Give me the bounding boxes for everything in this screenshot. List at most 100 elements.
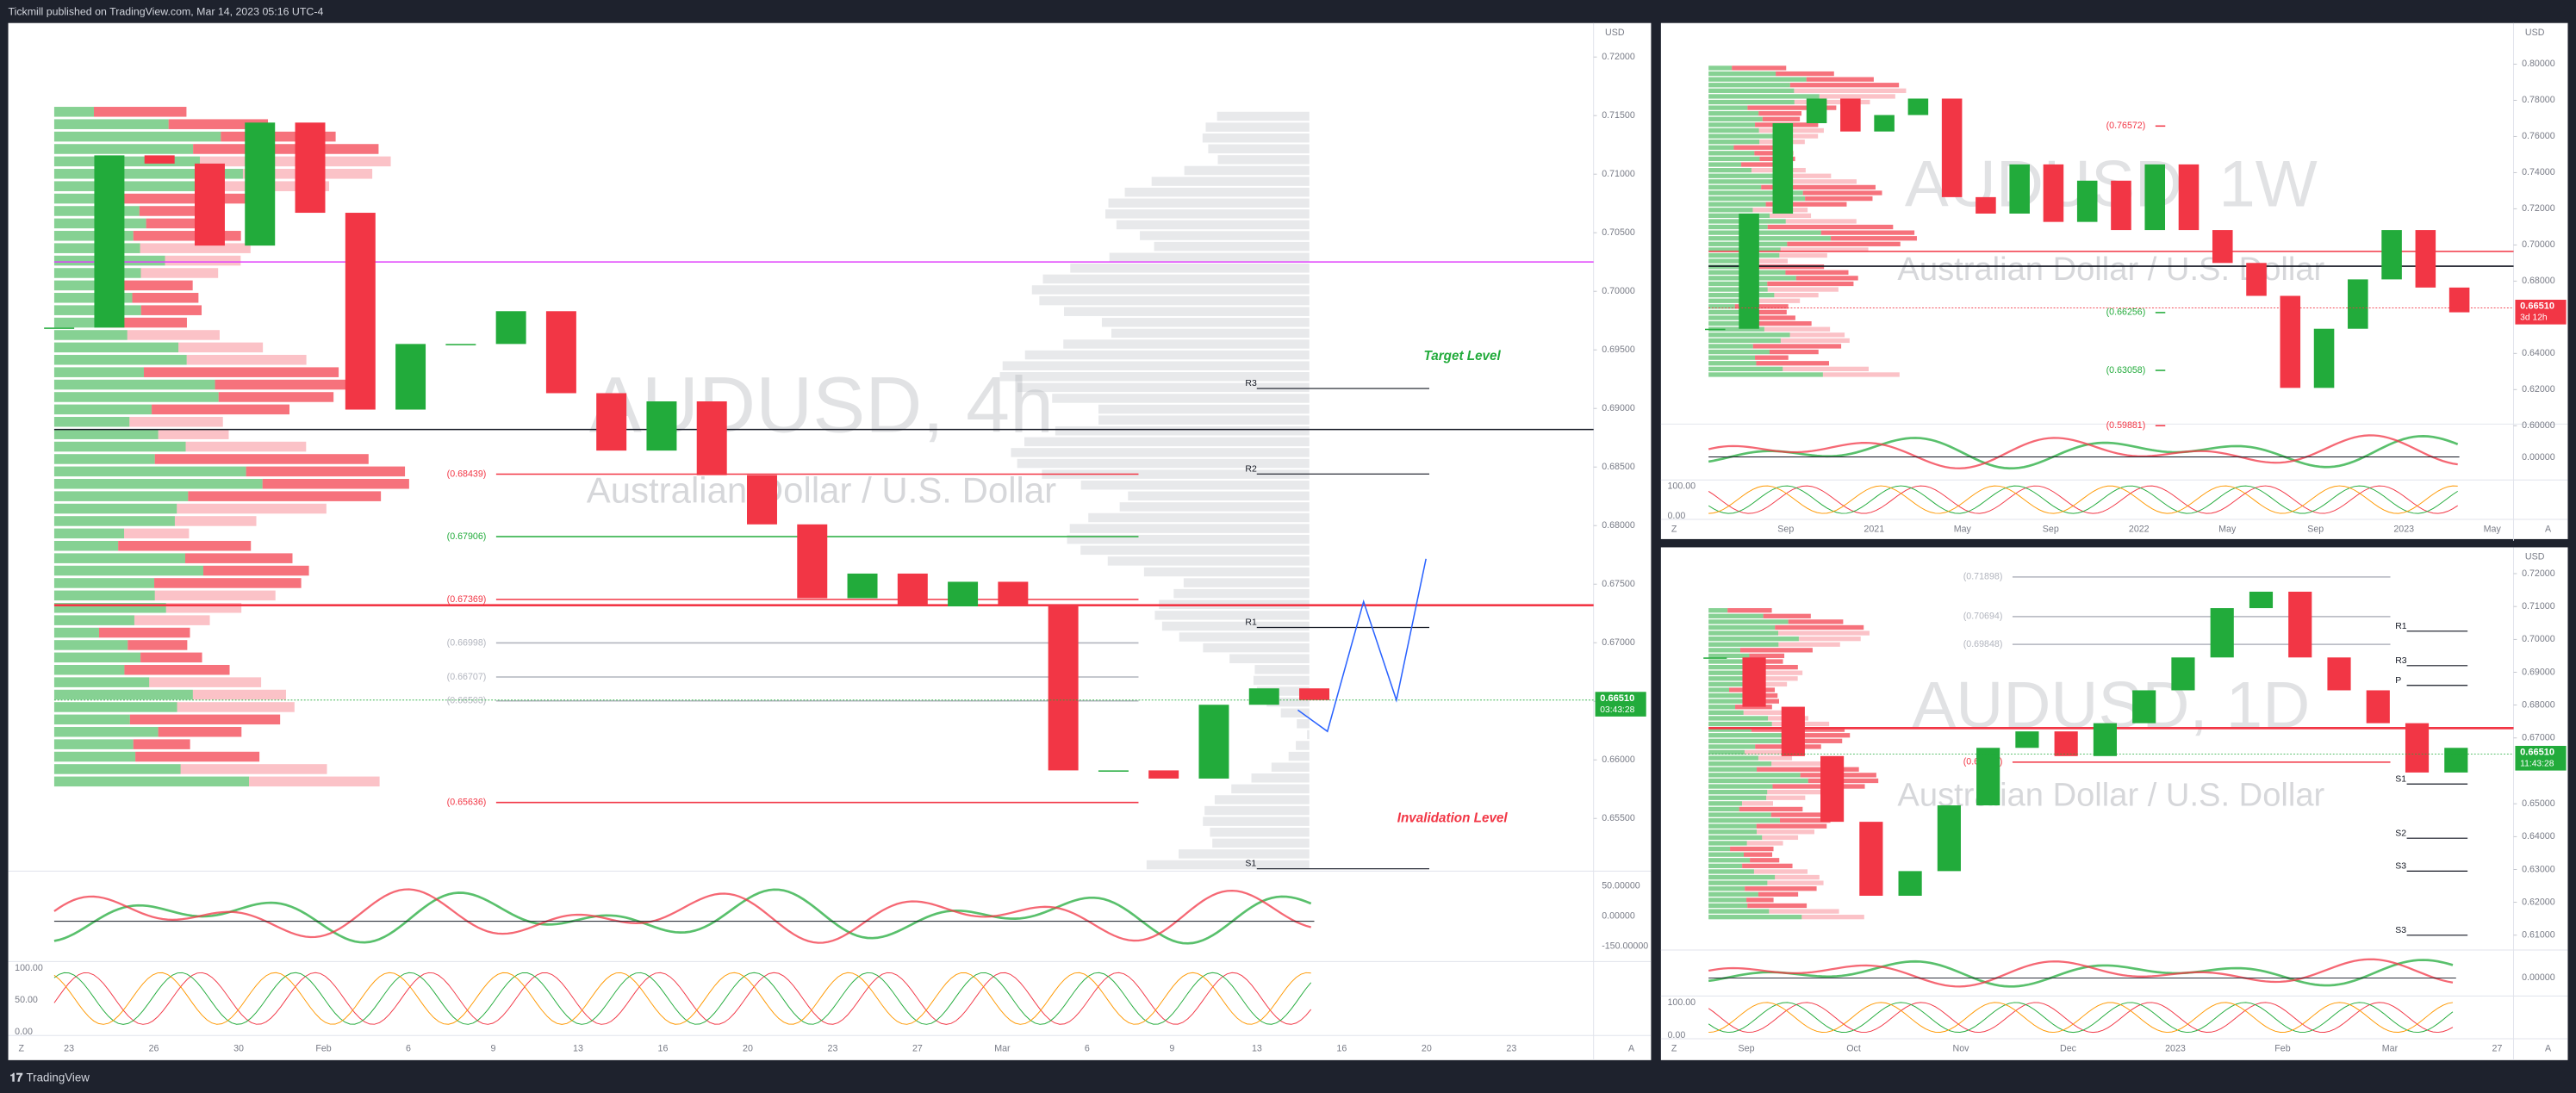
button[interactable]: Z <box>1671 1043 1677 1053</box>
volume-profile-bar <box>53 664 125 675</box>
button[interactable]: A <box>2545 1043 2552 1053</box>
volume-profile-bar <box>53 466 246 477</box>
volume-profile-bar <box>1708 738 1788 743</box>
volume-profile-bar <box>1734 304 1789 309</box>
volume-profile-bar <box>1758 315 1795 320</box>
price-tag-label: 0.66510 <box>1600 693 1634 704</box>
candle <box>596 393 627 451</box>
button[interactable]: A <box>2545 524 2552 534</box>
volume-profile-bar <box>53 714 130 725</box>
stochastic-line <box>1708 1002 2454 1034</box>
volume-profile-bar <box>1708 869 1754 874</box>
y-tick-label: 0.63000 <box>2522 864 2555 874</box>
candle <box>1703 657 1727 659</box>
volume-profile-bar <box>53 317 110 328</box>
volume-profile-bar <box>1756 361 1829 366</box>
volume-profile-bar <box>1708 366 1783 371</box>
time-label: 2023 <box>2165 1043 2186 1053</box>
level-label: (0.71898) <box>1963 572 2003 582</box>
y-tick-label: 0.62000 <box>2522 384 2555 394</box>
volume-profile-bar <box>1708 355 1756 360</box>
button[interactable]: Z <box>1671 524 1677 534</box>
volume-profile-bar <box>140 243 251 253</box>
gray-profile-bar <box>1280 708 1310 717</box>
time-label: 13 <box>573 1043 583 1053</box>
volume-profile-bar <box>53 144 194 154</box>
candle <box>1941 98 1963 197</box>
gray-profile-bar <box>1154 611 1310 620</box>
gray-profile-bar <box>1179 632 1310 642</box>
volume-profile-bar <box>1708 83 1790 88</box>
volume-profile-bar <box>1708 224 1768 230</box>
button[interactable]: Z <box>19 1043 25 1053</box>
volume-profile-bar <box>154 590 276 601</box>
candle <box>2280 295 2301 388</box>
volume-profile-bar <box>1708 744 1756 749</box>
volume-profile-bar <box>1732 65 1787 71</box>
volume-profile-bar <box>1749 258 1789 264</box>
volume-profile-bar <box>1746 664 1798 670</box>
candle <box>1198 705 1229 779</box>
oscillator-axis-label: 50.00000 <box>1602 881 1640 891</box>
button[interactable]: A <box>1628 1043 1635 1053</box>
stochastic-line <box>1708 1002 2454 1034</box>
volume-profile-bar <box>1708 304 1735 309</box>
level-label: (0.66707) <box>447 672 487 682</box>
candle <box>1742 657 1766 707</box>
candle <box>495 311 526 345</box>
volume-profile-bar <box>1708 344 1753 349</box>
gray-profile-bar <box>1216 111 1310 121</box>
volume-profile-bar <box>1708 236 1832 241</box>
volume-profile-bar <box>53 119 169 129</box>
candle <box>1772 123 1794 214</box>
volume-profile-bar <box>158 429 229 439</box>
candle <box>897 573 928 607</box>
volume-profile-bar <box>53 578 155 588</box>
volume-profile-bar <box>1795 276 1858 281</box>
volume-profile-bar <box>98 627 190 638</box>
brand: 𝟏𝟕 <box>9 1071 22 1084</box>
candle <box>2246 263 2267 296</box>
volume-profile-bar <box>53 640 128 650</box>
candle <box>245 122 276 246</box>
candle <box>2144 164 2166 231</box>
volume-profile-bar <box>1708 835 1763 841</box>
candle <box>1859 822 1883 897</box>
volume-profile-bar <box>53 553 185 563</box>
volume-profile-bar <box>1789 83 1900 88</box>
volume-profile-bar <box>1773 134 1819 139</box>
volume-profile-bar <box>1787 241 1901 246</box>
volume-profile-bar <box>1739 806 1803 812</box>
volume-profile-bar <box>53 342 179 353</box>
volume-profile-bar <box>1806 77 1874 82</box>
time-label: May <box>1954 524 1972 534</box>
volume-profile-bar <box>1743 852 1773 857</box>
volume-profile-bar <box>1765 202 1847 207</box>
y-tick-label: 0.69000 <box>2522 667 2555 677</box>
candle <box>1976 748 2000 806</box>
price-tag <box>1595 692 1646 717</box>
volume-profile-bar <box>1708 841 1747 846</box>
volume-profile-bar <box>53 751 136 762</box>
volume-profile-bar <box>149 677 262 687</box>
currency-label: USD <box>1605 28 1625 38</box>
volume-profile-bar <box>1708 116 1763 121</box>
volume-profile-bar <box>1708 309 1752 315</box>
volume-profile-bar <box>1785 270 1849 275</box>
stochastic-line <box>53 972 1312 1025</box>
gray-profile-bar <box>1017 458 1310 469</box>
volume-profile-bar <box>1741 801 1773 806</box>
currency-label: USD <box>2525 552 2545 562</box>
oscillator-axis-label: -150.00000 <box>1602 941 1648 952</box>
volume-profile-bar <box>1708 653 1750 659</box>
gray-profile-bar <box>1140 231 1310 240</box>
volume-profile-bar <box>1708 145 1734 150</box>
volume-profile-bar <box>1761 184 1876 190</box>
volume-profile-bar <box>1708 202 1766 207</box>
volume-profile-bar <box>1708 287 1768 292</box>
volume-profile-bar <box>1772 784 1865 789</box>
gray-profile-bar <box>1111 328 1310 338</box>
volume-profile-bar <box>1708 88 1795 93</box>
stochastic-axis-label: 0.00 <box>1667 1030 1685 1040</box>
volume-profile-bar <box>109 317 187 328</box>
